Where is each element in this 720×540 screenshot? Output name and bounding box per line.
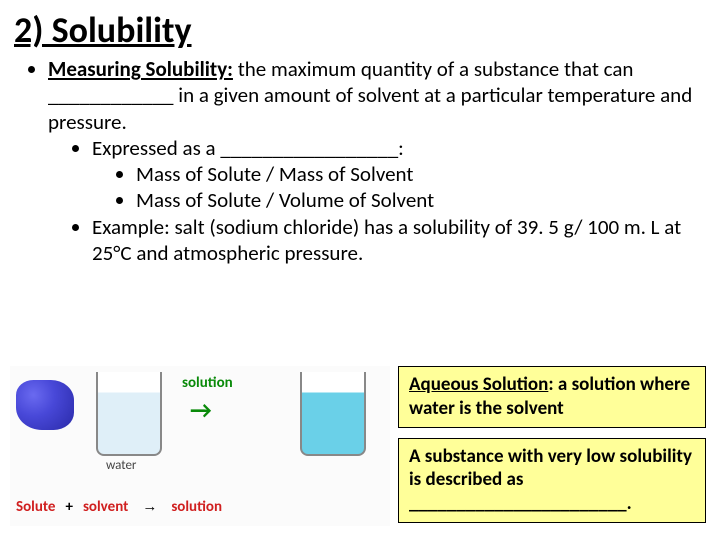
ratio-mass-mass: Mass of Solute / Mass of Solvent xyxy=(136,161,700,187)
bottom-row: water solution Solute + solvent → soluti… xyxy=(10,366,710,526)
solvent-label: solvent xyxy=(83,498,128,516)
solute-crystals-icon xyxy=(16,380,74,430)
definition-boxes: Aqueous Solution: a solution where water… xyxy=(398,366,706,523)
diagram-equation: Solute + solvent → solution xyxy=(16,498,386,516)
plus-op: + xyxy=(55,498,82,516)
solution-beaker-icon xyxy=(300,372,366,456)
expressed-bullet: Expressed as a _________________: Mass o… xyxy=(92,135,700,214)
low-solubility-text: A substance with very low solubility is … xyxy=(409,445,692,516)
solution-diagram: water solution Solute + solvent → soluti… xyxy=(10,366,390,526)
arrow-op: → xyxy=(128,499,171,516)
slide-title: 2) Solubility xyxy=(0,0,720,56)
ratio-mass-volume: Mass of Solute / Volume of Solvent xyxy=(136,187,700,213)
expressed-text: Expressed as a _________________: xyxy=(92,135,404,161)
solvent-beaker-icon xyxy=(96,372,162,456)
measuring-bullet: Measuring Solubility: the maximum quanti… xyxy=(48,56,700,266)
green-arrow-icon xyxy=(190,396,234,414)
aqueous-term: Aqueous Solution xyxy=(409,373,548,396)
solute-label: Solute xyxy=(16,498,55,516)
solution-label: solution xyxy=(171,498,222,516)
example-bullet: Example: salt (sodium chloride) has a so… xyxy=(92,214,700,267)
main-content: Measuring Solubility: the maximum quanti… xyxy=(0,56,720,266)
measuring-label: Measuring Solubility: xyxy=(48,56,233,82)
aqueous-box: Aqueous Solution: a solution where water… xyxy=(398,366,706,428)
solution-green-label: solution xyxy=(182,374,233,392)
low-solubility-box: A substance with very low solubility is … xyxy=(398,438,706,523)
water-label: water xyxy=(106,458,136,473)
